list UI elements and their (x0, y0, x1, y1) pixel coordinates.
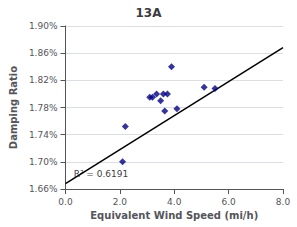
svg-text:1.82%: 1.82% (29, 75, 58, 85)
svg-text:2.0: 2.0 (113, 197, 128, 207)
svg-text:1.86%: 1.86% (29, 48, 58, 58)
svg-text:1.66%: 1.66% (29, 184, 58, 194)
svg-text:1.78%: 1.78% (29, 103, 58, 113)
svg-text:Equivalent Wind Speed (mi/h): Equivalent Wind Speed (mi/h) (90, 210, 258, 221)
svg-text:0.0: 0.0 (58, 197, 73, 207)
svg-text:4.0: 4.0 (167, 197, 182, 207)
svg-text:1.90%: 1.90% (29, 21, 58, 31)
svg-text:Damping Ratio: Damping Ratio (8, 66, 19, 149)
svg-text:R² = 0.6191: R² = 0.6191 (74, 169, 129, 179)
svg-text:1.70%: 1.70% (29, 157, 58, 167)
svg-text:1.74%: 1.74% (29, 130, 58, 140)
svg-text:13A: 13A (136, 6, 163, 20)
svg-text:8.0: 8.0 (276, 197, 291, 207)
svg-text:6.0: 6.0 (221, 197, 236, 207)
